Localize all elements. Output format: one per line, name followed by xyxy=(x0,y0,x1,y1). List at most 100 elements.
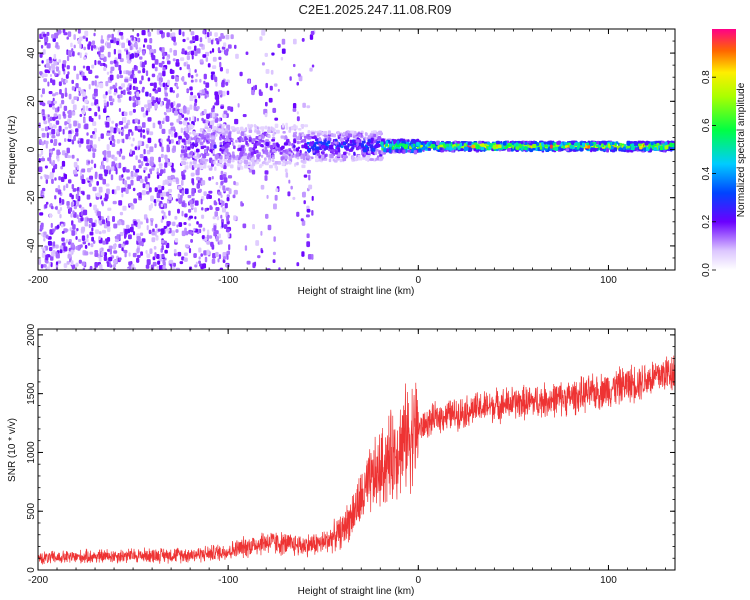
spectrogram-cell xyxy=(221,135,226,140)
spectrogram-cell xyxy=(187,194,192,199)
spectrogram-cell xyxy=(303,174,308,178)
spectrogram-cell xyxy=(125,240,129,245)
spectrogram-cell xyxy=(115,168,118,175)
spectrogram-cell xyxy=(266,194,269,199)
spectrogram-cell xyxy=(83,56,87,61)
spectrogram-cell xyxy=(41,252,46,258)
spectrogram-cell xyxy=(70,213,73,218)
spectrogram-cell xyxy=(134,146,138,151)
spectrogram-cell xyxy=(163,211,166,218)
spectrogram-cell xyxy=(258,164,262,169)
spectrogram-cell xyxy=(133,43,138,48)
spectrogram-cell xyxy=(53,60,58,66)
spectrogram-cell xyxy=(82,241,86,245)
spectrogram-cell xyxy=(47,240,52,246)
spectrogram-cell xyxy=(336,157,340,161)
spectrogram-cell xyxy=(88,107,92,112)
spectrogram-cell xyxy=(206,146,210,151)
spectrogram-cell xyxy=(213,225,217,232)
spectrogram-cell xyxy=(181,157,184,161)
spectrogram-cell xyxy=(208,190,213,194)
spectrogram-cell xyxy=(416,142,420,147)
spectrogram-cell xyxy=(100,39,105,44)
spectrogram-cell xyxy=(119,211,124,216)
spectrogram-cell xyxy=(71,242,75,248)
spectrogram-cell xyxy=(77,190,80,197)
spectrogram-cell xyxy=(241,128,246,132)
spectrogram-cell xyxy=(127,71,132,76)
spectrogram-cell xyxy=(264,112,268,118)
spectrogram-cell xyxy=(178,114,182,120)
spectrogram-cell xyxy=(70,249,75,253)
spectrogram-cell xyxy=(145,264,150,269)
spectrogram-cell xyxy=(93,204,97,211)
spectrogram-cell xyxy=(116,163,119,168)
spectrogram-cell xyxy=(58,114,62,120)
spectrogram-cell xyxy=(256,142,261,146)
spectrogram-cell xyxy=(226,162,231,167)
spectrogram-cell xyxy=(165,108,171,113)
spectrogram-cell xyxy=(222,174,227,178)
spectrogram-cell xyxy=(606,148,610,153)
spectrogram-cell xyxy=(88,224,91,229)
spectrogram-cell xyxy=(295,147,299,152)
spectrogram-cell xyxy=(53,113,58,117)
spectrogram-cell xyxy=(189,215,194,219)
spectrogram-cell xyxy=(227,44,232,49)
spectrogram-cell xyxy=(281,123,285,128)
spectrogram-cell xyxy=(207,37,212,44)
spectrogram-cell xyxy=(370,130,374,134)
spectrogram-cell xyxy=(58,142,62,146)
spectrogram-cell xyxy=(106,71,110,75)
spectrogram-cell xyxy=(50,78,53,84)
spectrogram-cell xyxy=(94,111,98,117)
spectrogram-cell xyxy=(300,159,305,163)
spectrogram-cell xyxy=(55,188,59,193)
spectrogram-cell xyxy=(183,108,187,114)
spectrogram-cell xyxy=(349,143,354,147)
spectrogram-cell xyxy=(67,179,72,184)
spectrogram-cell xyxy=(127,131,131,137)
spectrogram-cell xyxy=(225,155,230,159)
y-tick-label: 2000 xyxy=(26,323,37,346)
spectrogram-cell xyxy=(271,159,275,163)
spectrogram-cell xyxy=(150,195,154,202)
spectrogram-cell xyxy=(113,223,118,229)
y-tick-label: 500 xyxy=(26,502,37,519)
spectrogram-cell xyxy=(188,208,192,213)
spectrogram-cell xyxy=(47,236,52,240)
spectrogram-cell xyxy=(132,137,135,142)
spectrogram-cell xyxy=(273,203,277,210)
spectrogram-cell xyxy=(91,236,95,242)
spectrogram-cell xyxy=(67,31,72,37)
spectrogram-cell xyxy=(59,249,63,254)
spectrogram-cell xyxy=(205,119,209,124)
spectrogram-cell xyxy=(254,129,257,133)
spectrogram-cell xyxy=(534,141,538,145)
spectrogram-cell xyxy=(113,127,117,134)
spectrogram-cell xyxy=(98,114,101,120)
spectrogram-cell xyxy=(221,79,225,84)
spectrogram-cell xyxy=(380,150,384,155)
spectrogram-cell xyxy=(162,82,166,88)
spectrogram-cell xyxy=(121,42,125,49)
spectrogram-cell xyxy=(650,141,654,146)
spectrogram-cell xyxy=(369,144,374,149)
spectrogram-cell xyxy=(343,137,348,140)
spectrogram-cell xyxy=(67,118,71,123)
spectrogram-cell xyxy=(99,82,104,89)
spectrogram-cell xyxy=(169,259,174,264)
spectrogram-cell xyxy=(211,139,215,145)
spectrogram-cell xyxy=(223,110,228,115)
spectrogram-cell xyxy=(391,146,395,150)
spectrogram-cell xyxy=(221,132,226,137)
spectrogram-cell xyxy=(180,160,185,165)
spectrogram-cell xyxy=(353,151,356,156)
spectrogram-cell xyxy=(211,258,216,264)
spectrogram-cell xyxy=(178,222,183,227)
spectrogram-cell xyxy=(171,230,175,237)
spectrogram-cell xyxy=(190,31,195,36)
spectrogram-cell xyxy=(78,87,82,92)
spectrogram-cell xyxy=(127,184,132,190)
spectrogram-cell xyxy=(50,255,54,261)
